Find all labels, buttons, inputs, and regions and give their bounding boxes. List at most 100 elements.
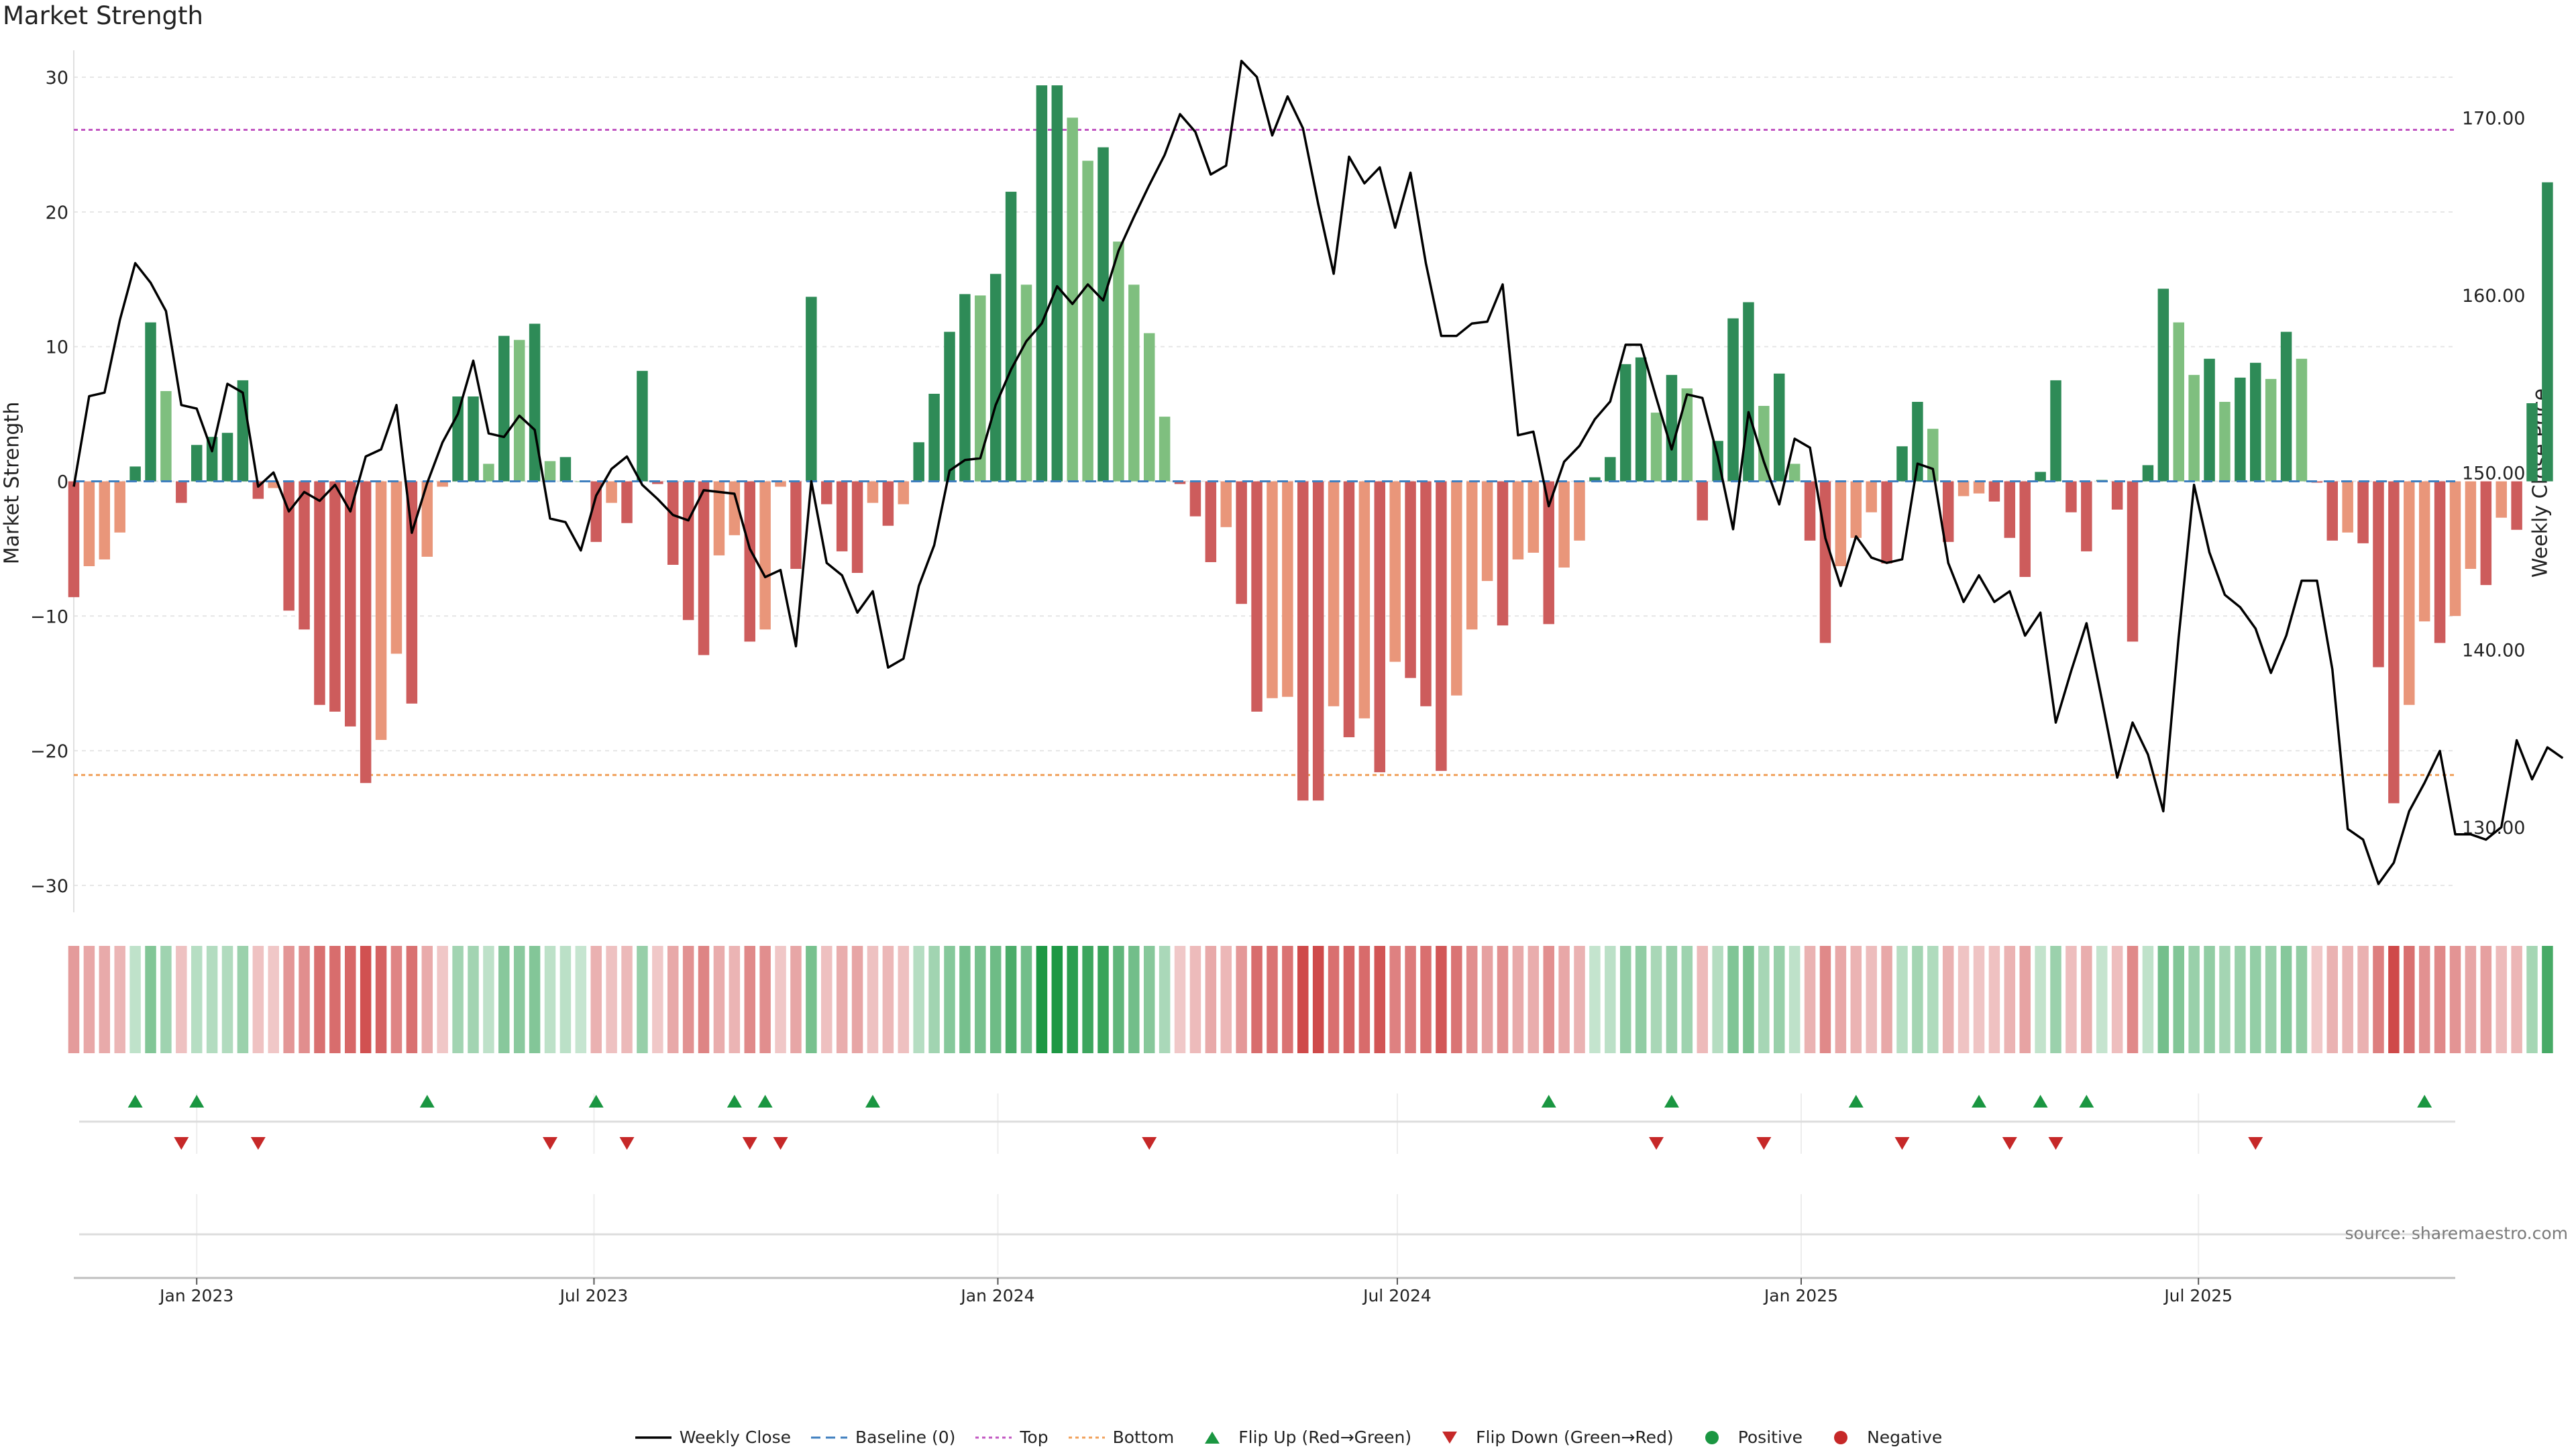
x-tick-label: Jan 2024 xyxy=(959,1286,1034,1305)
heat-cell-positive xyxy=(1774,946,1785,1053)
legend-swatch-circle xyxy=(1834,1430,1848,1444)
heat-cell-negative xyxy=(1497,946,1509,1053)
bar-negative xyxy=(590,481,602,542)
bar-positive xyxy=(1097,147,1109,482)
flip-up-marker xyxy=(1541,1095,1556,1108)
heat-cell-positive xyxy=(1681,946,1693,1053)
heat-cell-negative xyxy=(1881,946,1892,1053)
heat-cell-negative xyxy=(68,946,80,1053)
legend-swatch-circle xyxy=(1705,1430,1719,1444)
bar-positive xyxy=(1666,374,1678,482)
heat-cell-negative xyxy=(1697,946,1708,1053)
bar-negative xyxy=(2388,481,2400,804)
heat-cell-negative xyxy=(437,946,448,1053)
heat-cell-positive xyxy=(160,946,172,1053)
heat-cell-positive xyxy=(1128,946,1140,1053)
bar-negative xyxy=(406,481,418,704)
bar-positive xyxy=(1159,417,1171,482)
heat-cell-negative xyxy=(2111,946,2123,1053)
flip-up-marker xyxy=(419,1095,435,1108)
bar-positive xyxy=(975,295,986,482)
heat-cell-negative xyxy=(1358,946,1371,1053)
heat-cell-negative xyxy=(1312,946,1324,1053)
heat-cell-negative xyxy=(299,946,310,1053)
weekly-close-line xyxy=(72,60,2564,885)
bar-positive xyxy=(1589,477,1601,482)
bar-positive xyxy=(2280,331,2292,482)
flip-down-marker xyxy=(619,1137,635,1150)
heat-cell-positive xyxy=(1896,946,1908,1053)
heat-cell-negative xyxy=(1282,946,1293,1053)
flip-up-marker xyxy=(127,1095,143,1108)
bar-negative xyxy=(1328,481,1340,706)
heat-cell-negative xyxy=(375,946,387,1053)
bar-negative xyxy=(268,481,279,488)
heat-cell-positive xyxy=(483,946,494,1053)
bar-negative xyxy=(1574,481,1585,541)
bar-negative xyxy=(1497,481,1509,626)
y2-tick-label: 160.00 xyxy=(2462,286,2525,307)
bar-positive xyxy=(989,274,1002,482)
heat-cell-negative xyxy=(882,946,894,1053)
flip-down-marker xyxy=(174,1137,189,1150)
heat-cell-negative xyxy=(1942,946,1954,1053)
legend-label: Top xyxy=(1020,1428,1049,1447)
bar-negative xyxy=(606,481,617,503)
heat-cell-positive xyxy=(1912,946,1923,1053)
heat-cell-negative xyxy=(1804,946,1816,1053)
bar-positive xyxy=(191,445,203,482)
bar-positive xyxy=(1727,318,1739,482)
bar-positive xyxy=(2235,377,2246,482)
bar-positive xyxy=(2173,322,2184,482)
heat-cell-negative xyxy=(2511,946,2522,1053)
legend-label: Bottom xyxy=(1112,1428,1175,1447)
bar-negative xyxy=(2127,481,2139,642)
bar-negative xyxy=(667,481,679,565)
heat-cell-negative xyxy=(821,946,833,1053)
legend-item: Bottom xyxy=(1067,1428,1175,1447)
heat-cell-positive xyxy=(1788,946,1801,1053)
heat-cell-positive xyxy=(637,946,648,1053)
bar-positive xyxy=(544,461,556,482)
heat-cell-positive xyxy=(2235,946,2246,1053)
bar-negative xyxy=(621,481,633,523)
bar-negative xyxy=(790,481,802,570)
bar-negative xyxy=(2019,481,2031,578)
heat-cell-negative xyxy=(2019,946,2031,1053)
bar-negative xyxy=(1358,481,1371,718)
bar-positive xyxy=(1912,402,1923,482)
legend-swatch-line xyxy=(635,1436,672,1439)
heat-cell-positive xyxy=(913,946,924,1053)
heat-cell-positive xyxy=(944,946,955,1053)
heat-cell-positive xyxy=(191,946,203,1053)
bar-negative xyxy=(1988,481,2000,502)
bar-negative xyxy=(1282,481,1293,697)
heat-cell-negative xyxy=(1819,946,1831,1053)
heat-cell-negative xyxy=(176,946,187,1053)
bar-positive xyxy=(221,433,233,482)
legend-label: Flip Up (Red→Green) xyxy=(1238,1428,1412,1447)
heat-cell-negative xyxy=(851,946,863,1053)
heat-cell-negative xyxy=(2465,946,2477,1053)
bar-negative xyxy=(851,481,863,574)
bar-negative xyxy=(1973,481,1985,494)
heat-cell-negative xyxy=(268,946,279,1053)
bar-positive xyxy=(1681,388,1693,482)
flip-down-marker xyxy=(543,1137,557,1150)
bar-positive xyxy=(559,457,572,482)
bar-negative xyxy=(836,481,848,551)
heat-cell-positive xyxy=(2265,946,2277,1053)
bar-negative xyxy=(821,481,833,504)
bar-negative xyxy=(2465,481,2477,570)
bar-negative xyxy=(1957,481,1970,496)
heat-cell-negative xyxy=(2388,946,2400,1053)
heat-cell-negative xyxy=(2326,946,2339,1053)
heat-cell-negative xyxy=(283,946,294,1053)
heat-cell-negative xyxy=(329,946,341,1053)
heat-cell-positive xyxy=(2204,946,2215,1053)
y-tick-label: −30 xyxy=(30,876,68,897)
bar-negative xyxy=(1819,481,1831,643)
heat-cell-negative xyxy=(590,946,602,1053)
bar-positive xyxy=(1650,413,1662,482)
y2-tick-label: 140.00 xyxy=(2462,641,2525,661)
